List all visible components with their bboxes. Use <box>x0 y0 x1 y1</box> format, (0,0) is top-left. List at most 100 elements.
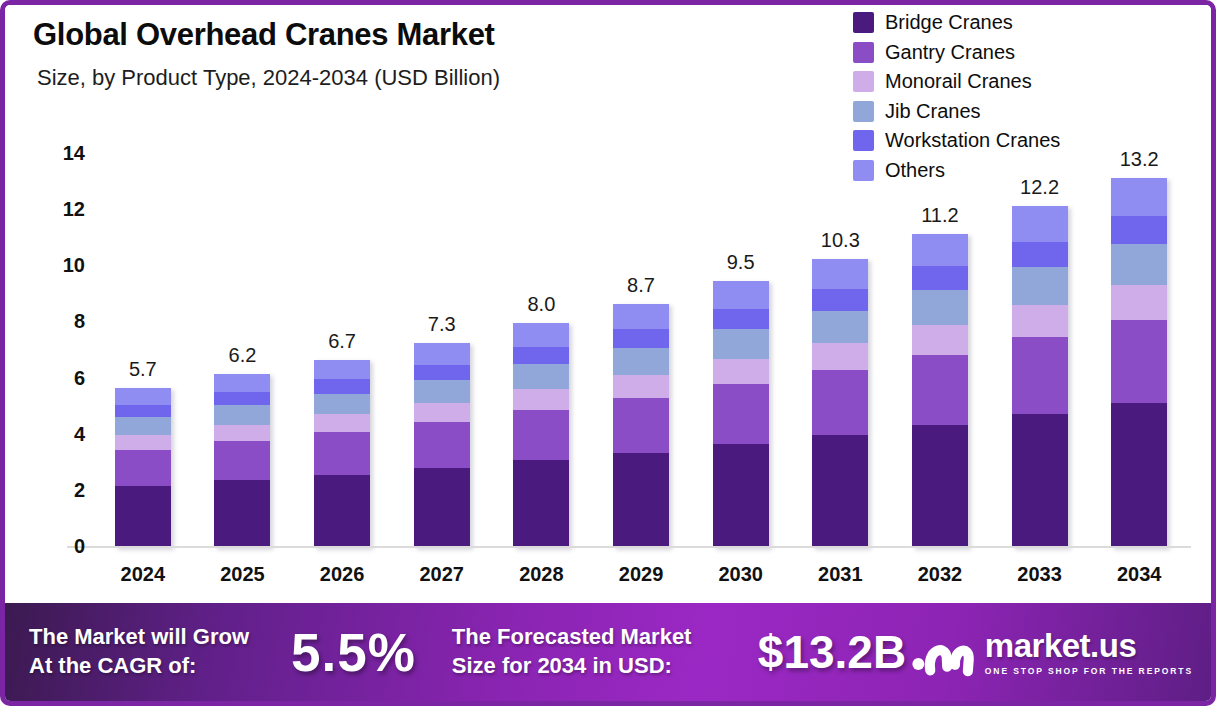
stacked-bar-2032 <box>912 234 968 548</box>
forecast-label-line1: The Forecasted Market <box>452 623 740 652</box>
segment-workstation-cranes <box>812 289 868 311</box>
x-tick-2024: 2024 <box>93 563 193 586</box>
y-tick-0: 0 <box>35 535 85 558</box>
segment-bridge-cranes <box>713 444 769 548</box>
segment-workstation-cranes <box>314 379 370 393</box>
y-tick-12: 12 <box>35 198 85 221</box>
legend-label: Jib Cranes <box>885 100 981 123</box>
legend-item-gantry-cranes: Gantry Cranes <box>853 38 1060 68</box>
bar-total-label: 6.7 <box>328 330 356 353</box>
chart-area: Global Overhead Cranes Market Size, by P… <box>5 5 1211 603</box>
segment-jib-cranes <box>314 394 370 415</box>
legend-swatch-bridge-cranes <box>853 12 874 33</box>
segment-monorail-cranes <box>1012 305 1068 338</box>
bar-group-2031: 10.3 <box>790 155 890 548</box>
segment-workstation-cranes <box>1111 216 1167 244</box>
bar-total-label: 13.2 <box>1120 148 1159 171</box>
stacked-bar-2031 <box>812 259 868 548</box>
logo-text-wrap: market.us ONE STOP SHOP FOR THE REPORTS <box>985 629 1193 676</box>
segment-monorail-cranes <box>613 375 669 398</box>
x-axis-line <box>67 546 1191 548</box>
legend-swatch-gantry-cranes <box>853 42 874 63</box>
segment-others <box>912 234 968 267</box>
segment-jib-cranes <box>1012 267 1068 305</box>
forecast-label-line2: Size for 2034 in USD: <box>452 652 740 681</box>
segment-gantry-cranes <box>115 450 171 486</box>
bar-group-2026: 6.7 <box>292 155 392 548</box>
stacked-bar-2030 <box>713 281 769 548</box>
bar-total-label: 5.7 <box>129 358 157 381</box>
segment-bridge-cranes <box>414 468 470 548</box>
segment-gantry-cranes <box>314 432 370 474</box>
bar-group-2032: 11.2 <box>890 155 990 548</box>
segment-bridge-cranes <box>115 486 171 548</box>
x-tick-2031: 2031 <box>790 563 890 586</box>
x-axis-labels: 2024202520262027202820292030203120322033… <box>93 563 1189 586</box>
x-tick-2027: 2027 <box>392 563 492 586</box>
bar-group-2033: 12.2 <box>990 155 1090 548</box>
segment-jib-cranes <box>214 405 270 424</box>
segment-jib-cranes <box>912 290 968 325</box>
x-tick-2030: 2030 <box>691 563 791 586</box>
forecast-label: The Forecasted Market Size for 2034 in U… <box>452 623 740 680</box>
segment-bridge-cranes <box>1012 414 1068 548</box>
bar-total-label: 10.3 <box>821 229 860 252</box>
legend-label: Monorail Cranes <box>885 70 1032 93</box>
segment-others <box>115 388 171 405</box>
segment-workstation-cranes <box>912 266 968 290</box>
x-tick-2029: 2029 <box>591 563 691 586</box>
bar-group-2030: 9.5 <box>691 155 791 548</box>
segment-others <box>214 374 270 392</box>
segment-jib-cranes <box>713 329 769 358</box>
stacked-bar-2029 <box>613 304 669 548</box>
legend-label: Bridge Cranes <box>885 11 1013 34</box>
y-tick-2: 2 <box>35 479 85 502</box>
legend-item-jib-cranes: Jib Cranes <box>853 97 1060 127</box>
segment-others <box>1111 178 1167 217</box>
segment-monorail-cranes <box>214 425 270 442</box>
segment-gantry-cranes <box>513 410 569 461</box>
segment-jib-cranes <box>513 364 569 389</box>
y-tick-4: 4 <box>35 423 85 446</box>
bar-group-2028: 8.0 <box>492 155 592 548</box>
stacked-bar-2027 <box>414 343 470 548</box>
market-us-logo-icon <box>911 626 977 678</box>
logo-text: market.us <box>985 629 1193 662</box>
segment-jib-cranes <box>115 417 171 435</box>
bar-group-2027: 7.3 <box>392 155 492 548</box>
chart-subtitle: Size, by Product Type, 2024-2034 (USD Bi… <box>37 65 500 91</box>
legend-label: Gantry Cranes <box>885 41 1015 64</box>
segment-others <box>513 323 569 347</box>
segment-workstation-cranes <box>214 392 270 405</box>
cagr-label-line1: The Market will Grow <box>29 623 287 652</box>
cagr-label-line2: At the CAGR of: <box>29 652 287 681</box>
stacked-bar-2028 <box>513 323 569 548</box>
segment-jib-cranes <box>414 380 470 402</box>
x-tick-2028: 2028 <box>492 563 592 586</box>
logo-tagline: ONE STOP SHOP FOR THE REPORTS <box>985 666 1193 676</box>
legend-item-bridge-cranes: Bridge Cranes <box>853 8 1060 38</box>
segment-monorail-cranes <box>1111 285 1167 320</box>
segment-gantry-cranes <box>912 355 968 426</box>
segment-gantry-cranes <box>713 384 769 444</box>
segment-monorail-cranes <box>513 389 569 410</box>
segment-others <box>1012 206 1068 242</box>
legend-item-monorail-cranes: Monorail Cranes <box>853 67 1060 97</box>
cagr-label: The Market will Grow At the CAGR of: <box>29 623 287 680</box>
segment-others <box>713 281 769 309</box>
segment-monorail-cranes <box>414 403 470 422</box>
segment-bridge-cranes <box>1111 403 1167 548</box>
segment-gantry-cranes <box>613 398 669 453</box>
stacked-bar-2033 <box>1012 206 1068 548</box>
segment-others <box>414 343 470 365</box>
bar-group-2029: 8.7 <box>591 155 691 548</box>
legend-swatch-monorail-cranes <box>853 71 874 92</box>
segment-workstation-cranes <box>713 309 769 329</box>
segment-gantry-cranes <box>414 422 470 468</box>
segment-gantry-cranes <box>1111 320 1167 403</box>
bar-group-2034: 13.2 <box>1089 155 1189 548</box>
segment-bridge-cranes <box>513 460 569 548</box>
segment-jib-cranes <box>1111 244 1167 285</box>
segment-others <box>613 304 669 329</box>
chart-header: Global Overhead Cranes Market Size, by P… <box>33 17 500 91</box>
